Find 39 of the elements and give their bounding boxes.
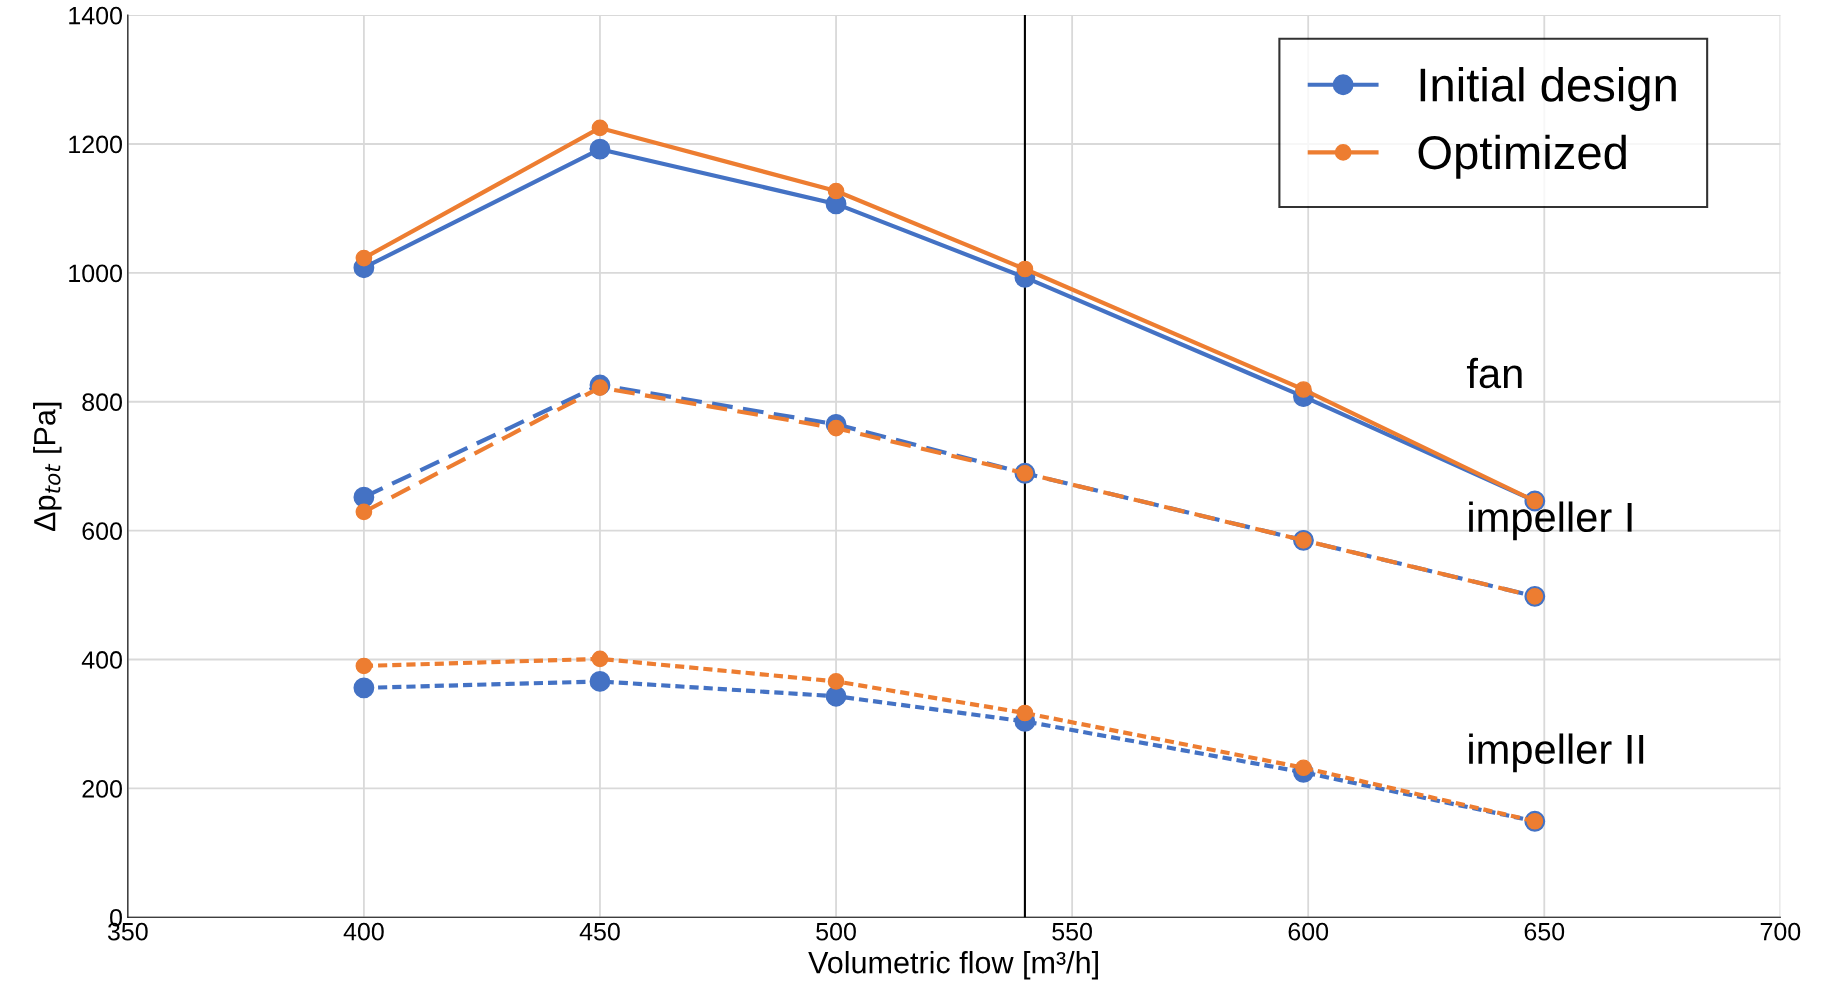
x-tick-label: 700 xyxy=(1760,922,1801,941)
y-tick-label: 200 xyxy=(82,780,122,798)
y-tick-label: 400 xyxy=(81,651,122,669)
point xyxy=(353,486,375,508)
y-tick-label: 1000 xyxy=(69,264,122,283)
point xyxy=(1295,759,1312,777)
x-tick-label: 600 xyxy=(1288,922,1329,941)
x-tick-label: 450 xyxy=(579,922,620,941)
legend-label: Optimized xyxy=(1418,134,1626,179)
point xyxy=(591,119,609,137)
point xyxy=(1295,381,1312,398)
x-axis-title: Volumetric flow [m³/h] xyxy=(808,951,1098,980)
point xyxy=(825,685,847,707)
point xyxy=(827,182,845,200)
point xyxy=(591,650,609,668)
point xyxy=(827,673,845,690)
point xyxy=(355,249,373,267)
x-tick-label: 400 xyxy=(343,922,384,941)
y-tick-label: 800 xyxy=(82,393,122,412)
y-tick-label: 1200 xyxy=(69,135,122,154)
x-tick-label: 500 xyxy=(816,922,856,941)
point xyxy=(591,379,609,396)
y-tick-label: 600 xyxy=(82,522,122,540)
x-tick-label: 650 xyxy=(1524,922,1565,941)
point xyxy=(353,677,375,699)
point xyxy=(827,419,845,437)
point xyxy=(355,657,373,675)
y-axis-title: Δp$_{tot}$ [Pa] xyxy=(33,402,62,531)
annotation: fan xyxy=(1466,357,1522,389)
point xyxy=(1016,260,1034,278)
point xyxy=(589,138,611,160)
annotation: impeller I xyxy=(1469,501,1632,541)
point xyxy=(355,503,373,521)
y-tick-label: 1400 xyxy=(69,6,122,25)
annotation: impeller II xyxy=(1469,733,1644,773)
point xyxy=(1016,704,1034,722)
point xyxy=(589,671,611,692)
x-tick-label: 550 xyxy=(1052,922,1092,941)
legend-label: Initial design xyxy=(1420,67,1676,112)
